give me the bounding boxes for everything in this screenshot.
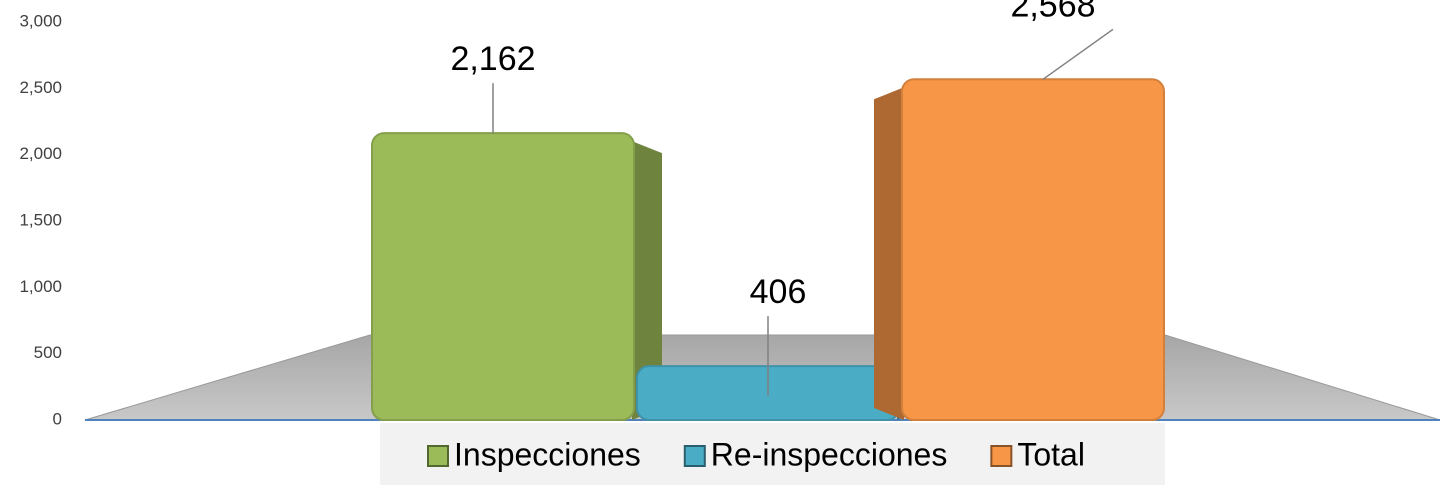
y-tick-label: 2,000 xyxy=(19,144,62,163)
leader-line xyxy=(1042,28,1114,80)
y-tick-label: 1,500 xyxy=(19,210,62,229)
legend-label: Total xyxy=(1017,436,1085,472)
bar-side xyxy=(874,87,904,420)
value-label: 2,568 xyxy=(1010,0,1095,24)
y-tick-label: 1,000 xyxy=(19,277,62,296)
bar xyxy=(371,132,635,422)
legend-swatch xyxy=(990,445,1013,467)
legend-label: Re-inspecciones xyxy=(711,436,948,472)
bar-side xyxy=(632,141,662,420)
y-tick-label: 3,000 xyxy=(19,11,62,30)
y-tick-label: 2,500 xyxy=(19,78,62,97)
legend-swatch xyxy=(427,445,449,467)
value-label: 2,162 xyxy=(450,40,535,78)
value-label: 406 xyxy=(750,273,807,311)
legend-swatch xyxy=(683,445,706,467)
legend-label: Inspecciones xyxy=(454,436,641,472)
y-tick-label: 0 xyxy=(53,409,62,428)
bar xyxy=(901,78,1165,421)
y-tick-label: 500 xyxy=(34,343,62,362)
legend-box xyxy=(380,423,1165,485)
